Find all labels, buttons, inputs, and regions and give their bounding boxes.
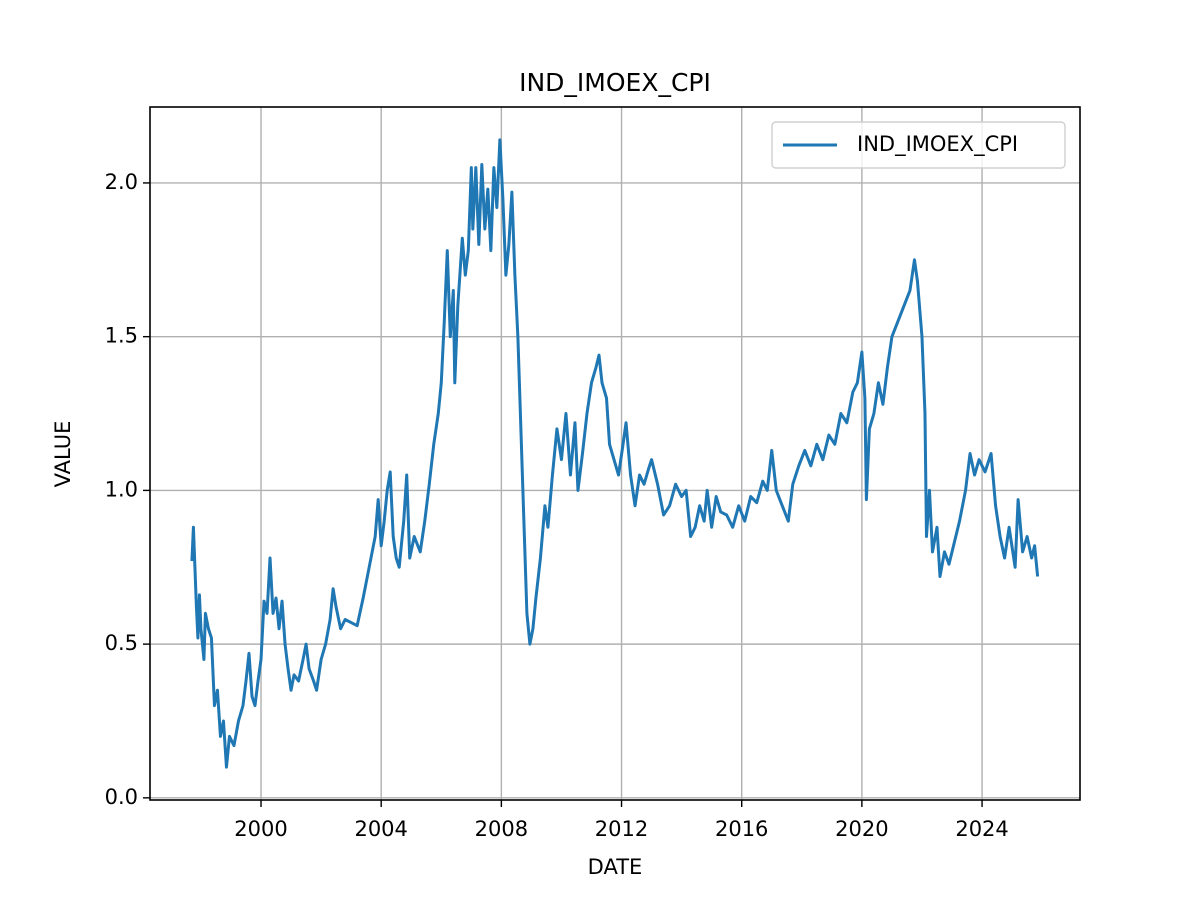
x-tick-label: 2016	[715, 817, 768, 841]
y-tick-label: 1.0	[105, 477, 138, 501]
x-tick-label: 2012	[595, 817, 648, 841]
y-tick-label: 0.5	[105, 631, 138, 655]
x-tick-label: 2024	[955, 817, 1008, 841]
y-tick-label: 0.0	[105, 785, 138, 809]
y-axis-label: VALUE	[51, 421, 75, 488]
x-axis-label: DATE	[588, 855, 643, 879]
x-tick-label: 2020	[835, 817, 888, 841]
x-tick-label: 2008	[475, 817, 528, 841]
legend-label: IND_IMOEX_CPI	[857, 132, 1018, 157]
plot-frame	[149, 106, 1081, 801]
x-tick-label: 2004	[354, 817, 407, 841]
chart-title: IND_IMOEX_CPI	[519, 68, 711, 97]
legend-box	[771, 121, 1066, 169]
x-tick-label: 2000	[234, 817, 287, 841]
data-line	[190, 138, 1040, 769]
y-tick-label: 2.0	[105, 170, 138, 194]
y-tick-label: 1.5	[105, 324, 138, 348]
